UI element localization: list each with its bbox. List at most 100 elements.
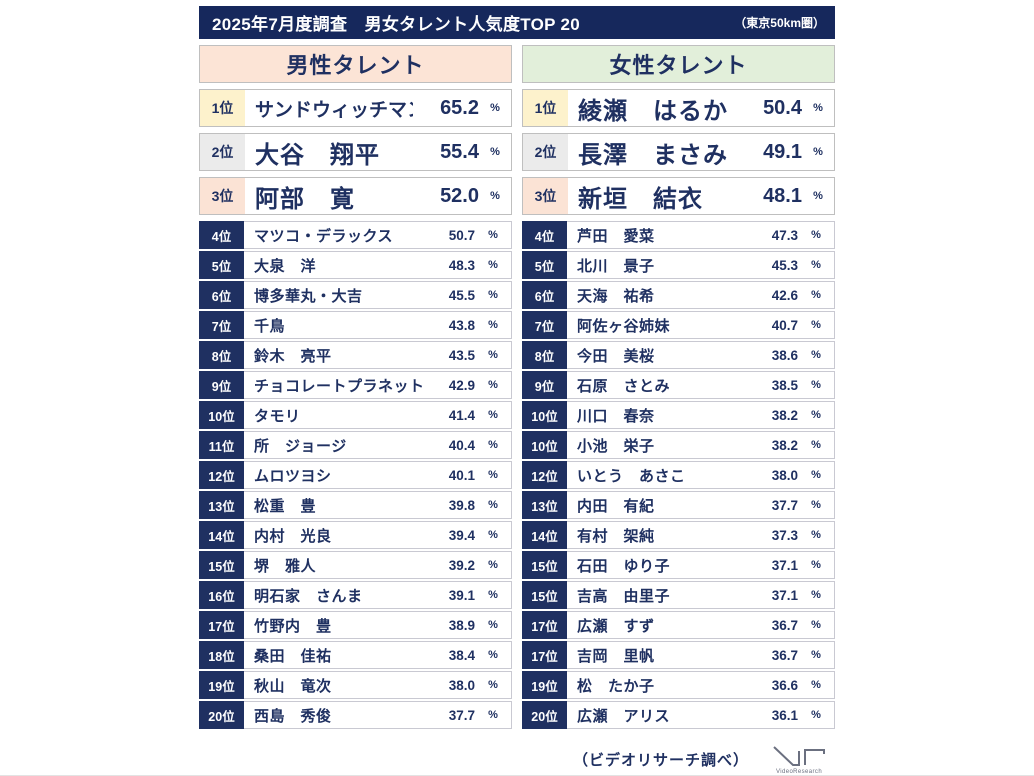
row-cell: 新垣 結衣 48.1 % — [568, 178, 834, 214]
percent-unit: % — [488, 439, 498, 451]
male-ranking-rows: 1位 サンドウィッチマン 65.2 % 2位 大谷 翔平 55.4 % 3位 阿… — [199, 89, 512, 729]
rank-badge: 15位 — [522, 551, 567, 579]
talent-name: 内村 光良 — [254, 527, 332, 545]
popularity-value: 49.1 — [763, 140, 802, 163]
rank-badge: 15位 — [199, 551, 244, 579]
row-cell: 秋山 竜次 38.0 % — [244, 671, 512, 699]
percent-unit: % — [811, 229, 821, 241]
popularity-value: 40.4 — [448, 437, 475, 453]
ranking-row: 12位 ムロツヨシ 40.1 % — [199, 461, 512, 489]
female-talent-column: 女性タレント 1位 綾瀬 はるか 50.4 % 2位 長澤 まさみ 49.1 %… — [522, 45, 835, 731]
percent-unit: % — [488, 619, 498, 631]
rank-badge: 3位 — [200, 178, 245, 214]
row-cell: 川口 春奈 38.2 % — [567, 401, 835, 429]
talent-name: 吉高 由里子 — [577, 587, 671, 605]
rank-badge: 4位 — [522, 221, 567, 249]
talent-name: チョコレートプラネット — [254, 377, 425, 395]
popularity-value: 37.1 — [771, 587, 798, 603]
rank-badge: 17位 — [522, 611, 567, 639]
rank-badge: 6位 — [522, 281, 567, 309]
percent-unit: % — [811, 679, 821, 691]
rank-badge: 12位 — [522, 461, 567, 489]
rank-badge: 6位 — [199, 281, 244, 309]
row-cell: 天海 祐希 42.6 % — [567, 281, 835, 309]
ranking-row: 19位 秋山 竜次 38.0 % — [199, 671, 512, 699]
talent-name: 綾瀬 はるか — [578, 97, 728, 125]
ranking-row: 7位 阿佐ヶ谷姉妹 40.7 % — [522, 311, 835, 339]
ranking-row: 17位 広瀬 すず 36.7 % — [522, 611, 835, 639]
talent-name: 博多華丸・大吉 — [254, 287, 363, 305]
row-cell: マツコ・デラックス 50.7 % — [244, 221, 512, 249]
row-cell: 鈴木 亮平 43.5 % — [244, 341, 512, 369]
percent-unit: % — [811, 379, 821, 391]
popularity-value: 39.8 — [448, 497, 475, 513]
popularity-value: 37.7 — [448, 707, 475, 723]
percent-unit: % — [488, 259, 498, 271]
row-cell: 阿佐ヶ谷姉妹 40.7 % — [567, 311, 835, 339]
popularity-value: 43.8 — [448, 317, 475, 333]
talent-name: 広瀬 すず — [577, 617, 655, 635]
row-cell: ムロツヨシ 40.1 % — [244, 461, 512, 489]
rank-badge: 9位 — [522, 371, 567, 399]
ranking-board: 2025年7月度調査 男女タレント人気度TOP 20 （東京50km圏） 男性タ… — [199, 0, 835, 776]
talent-name: 吉岡 里帆 — [577, 647, 655, 665]
ranking-row: 10位 タモリ 41.4 % — [199, 401, 512, 429]
popularity-value: 36.7 — [771, 647, 798, 663]
row-cell: 有村 架純 37.3 % — [567, 521, 835, 549]
row-cell: 阿部 寛 52.0 % — [245, 178, 511, 214]
female-ranking-rows: 1位 綾瀬 はるか 50.4 % 2位 長澤 まさみ 49.1 % 3位 新垣 … — [522, 89, 835, 729]
popularity-value: 38.4 — [448, 647, 475, 663]
rank-badge: 2位 — [523, 134, 568, 170]
popularity-value: 37.1 — [771, 557, 798, 573]
popularity-value: 42.6 — [771, 287, 798, 303]
row-cell: チョコレートプラネット 42.9 % — [244, 371, 512, 399]
ranking-row: 13位 松重 豊 39.8 % — [199, 491, 512, 519]
percent-unit: % — [490, 146, 500, 158]
rank-badge: 20位 — [199, 701, 244, 729]
talent-name: 松 たか子 — [577, 677, 655, 695]
popularity-value: 38.5 — [771, 377, 798, 393]
popularity-value: 38.0 — [448, 677, 475, 693]
percent-unit: % — [811, 649, 821, 661]
popularity-value: 40.7 — [771, 317, 798, 333]
talent-name: 長澤 まさみ — [578, 141, 728, 169]
percent-unit: % — [811, 499, 821, 511]
talent-name: 新垣 結衣 — [578, 185, 703, 213]
percent-unit: % — [811, 349, 821, 361]
popularity-value: 50.4 — [763, 96, 802, 119]
popularity-value: 38.6 — [771, 347, 798, 363]
rank-badge: 16位 — [199, 581, 244, 609]
percent-unit: % — [490, 190, 500, 202]
survey-area-note: （東京50km圏） — [734, 16, 825, 30]
popularity-value: 38.0 — [771, 467, 798, 483]
row-cell: 松 たか子 36.6 % — [567, 671, 835, 699]
popularity-value: 36.6 — [771, 677, 798, 693]
ranking-row: 20位 広瀬 アリス 36.1 % — [522, 701, 835, 729]
row-cell: 小池 栄子 38.2 % — [567, 431, 835, 459]
percent-unit: % — [813, 190, 823, 202]
row-cell: 内田 有紀 37.7 % — [567, 491, 835, 519]
percent-unit: % — [488, 529, 498, 541]
ranking-row: 2位 大谷 翔平 55.4 % — [199, 133, 512, 171]
percent-unit: % — [811, 559, 821, 571]
rank-badge: 1位 — [523, 90, 568, 126]
percent-unit: % — [488, 589, 498, 601]
title-bar: 2025年7月度調査 男女タレント人気度TOP 20 （東京50km圏） — [199, 6, 835, 39]
rank-badge: 5位 — [199, 251, 244, 279]
talent-name: 桑田 佳祐 — [254, 647, 332, 665]
talent-name: 阿部 寛 — [255, 185, 355, 213]
ranking-row: 9位 石原 さとみ 38.5 % — [522, 371, 835, 399]
ranking-row: 1位 綾瀬 はるか 50.4 % — [522, 89, 835, 127]
rank-badge: 4位 — [199, 221, 244, 249]
row-cell: 千鳥 43.8 % — [244, 311, 512, 339]
popularity-value: 48.1 — [763, 184, 802, 207]
ranking-columns: 男性タレント 1位 サンドウィッチマン 65.2 % 2位 大谷 翔平 55.4… — [199, 45, 835, 731]
talent-name: 小池 栄子 — [577, 437, 655, 455]
row-cell: 大泉 洋 48.3 % — [244, 251, 512, 279]
percent-unit: % — [488, 349, 498, 361]
percent-unit: % — [488, 379, 498, 391]
talent-name: 堺 雅人 — [254, 557, 317, 575]
talent-name: 秋山 竜次 — [254, 677, 332, 695]
popularity-value: 39.2 — [448, 557, 475, 573]
